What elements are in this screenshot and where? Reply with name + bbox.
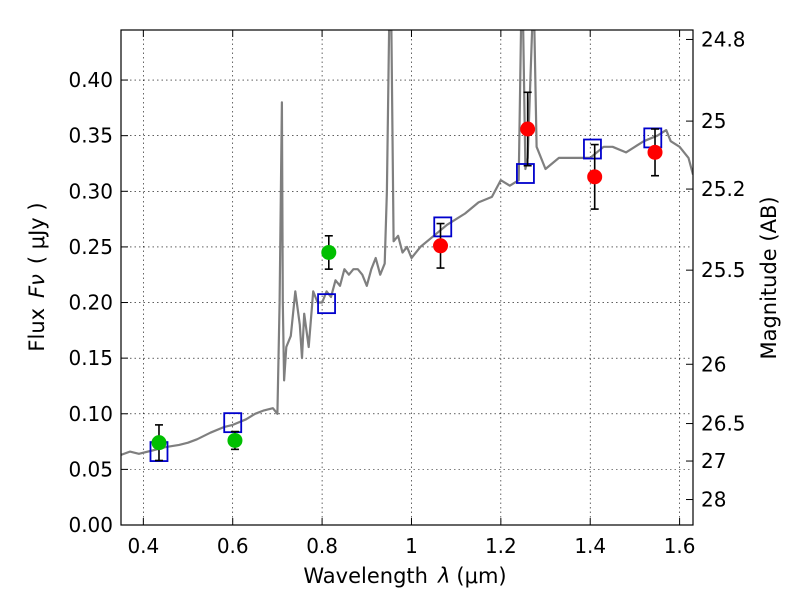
model-photometry-square — [317, 293, 336, 315]
axis-ticks — [121, 30, 693, 526]
optical-photometry-point — [151, 435, 167, 451]
nir-photometry-point — [433, 238, 449, 254]
x-tick-label: 1 — [405, 534, 418, 558]
y-tick-label: 0.15 — [68, 346, 113, 370]
x-tick-label: 1.2 — [485, 534, 517, 558]
magnitude-tick-label: 25 — [701, 109, 726, 133]
y-tick-label: 0.25 — [68, 235, 113, 259]
y-tick-label: 0.40 — [68, 68, 113, 92]
y-tick-label: 0.30 — [68, 179, 113, 203]
magnitude-tick-label: 26.5 — [701, 412, 746, 436]
magnitude-tick-label: 28 — [701, 488, 726, 512]
model-sed-line — [121, 30, 693, 456]
nir-photometry-point — [647, 144, 663, 160]
optical-photometry-point — [227, 432, 243, 448]
model-photometry-square — [433, 216, 453, 238]
grid-lines — [121, 30, 693, 526]
y-axis-label-symbol: Fν — [25, 274, 49, 298]
magnitude-tick-label: 25.5 — [701, 258, 746, 282]
y-tick-label: 0.10 — [68, 402, 113, 426]
y-tick-label: 0.00 — [68, 513, 113, 537]
x-tick-label: 1.4 — [574, 534, 606, 558]
model-photometry-square — [516, 163, 535, 184]
x-tick-label: 1.6 — [664, 534, 696, 558]
nir-photometry-point — [520, 121, 536, 137]
x-tick-label: 0.4 — [127, 534, 159, 558]
magnitude-tick-label: 24.8 — [701, 27, 746, 51]
magnitude-tick-label: 26 — [701, 352, 726, 376]
x-tick-label: 0.8 — [306, 534, 338, 558]
magnitude-tick-label: 25.2 — [701, 177, 746, 201]
nir-photometry-point — [587, 169, 603, 185]
x-axis-label: Wavelength λ (μm) — [303, 564, 506, 588]
y-tick-label: 0.20 — [68, 291, 113, 315]
magnitude-tick-label: 27 — [701, 449, 726, 473]
series-layer — [121, 30, 693, 462]
plot-frame — [120, 29, 694, 526]
y-axis-label: Flux Fν ( μJy ) — [25, 202, 49, 351]
x-axis-label-symbol: λ — [437, 564, 450, 588]
y-axis-label-text: Flux — [25, 308, 49, 352]
y-tick-label: 0.35 — [68, 124, 113, 148]
right-axis-label: Magnitude (AB) — [757, 196, 781, 359]
x-axis-label-unit: (μm) — [456, 564, 506, 588]
y-tick-label: 0.05 — [68, 457, 113, 481]
model-photometry-square — [583, 138, 602, 160]
optical-photometry-point — [321, 244, 337, 260]
y-axis-label-unit: ( μJy ) — [25, 202, 49, 264]
plot-background — [121, 30, 693, 525]
x-tick-label: 0.6 — [217, 534, 249, 558]
x-axis-label-text: Wavelength — [303, 564, 428, 588]
